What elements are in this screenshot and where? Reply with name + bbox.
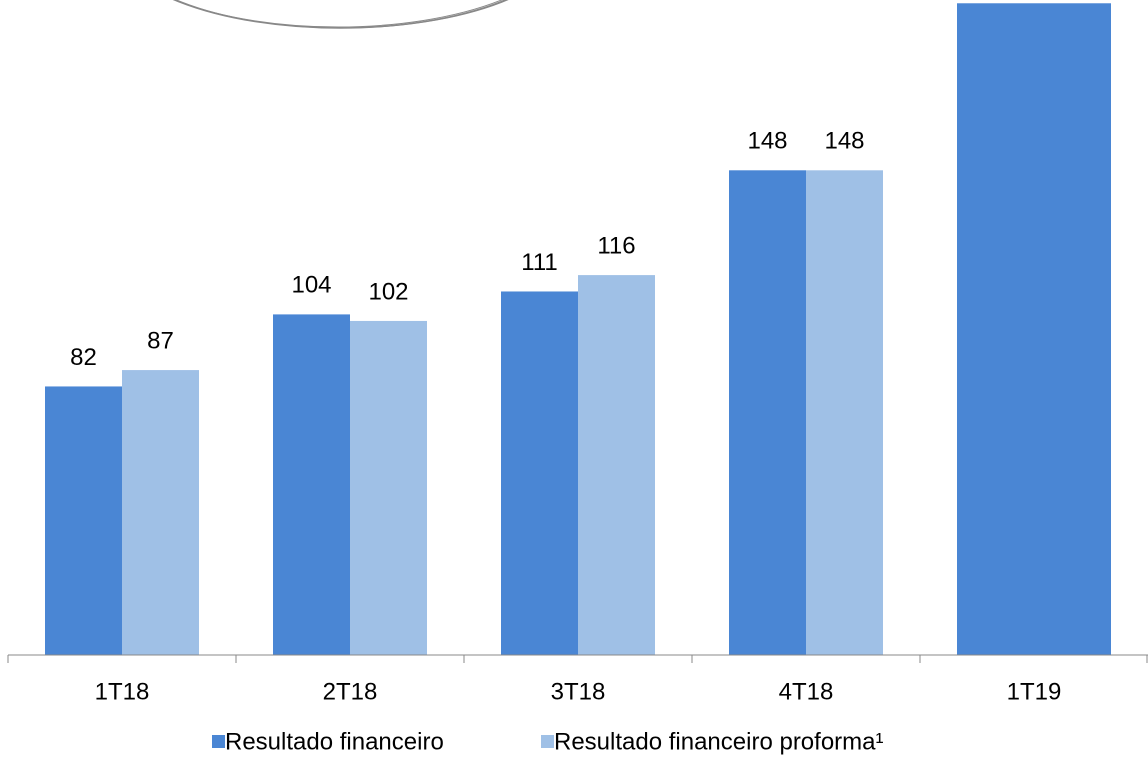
legend-swatch	[541, 735, 554, 748]
x-tick-label: 1T19	[1007, 678, 1062, 705]
x-tick-label: 3T18	[551, 678, 606, 705]
data-label: 82	[70, 344, 97, 371]
x-tick-label: 2T18	[323, 678, 378, 705]
bar	[501, 291, 578, 655]
x-tick-label: 4T18	[779, 678, 834, 705]
data-label: 116	[597, 232, 635, 259]
bar	[957, 3, 1111, 655]
data-label: 148	[747, 128, 787, 155]
bar	[45, 386, 122, 655]
legend-label: Resultado financeiro proforma¹	[554, 728, 884, 755]
decorative-oval	[172, 0, 509, 29]
data-label: 148	[824, 128, 864, 155]
bar	[578, 275, 655, 655]
bar	[350, 320, 427, 655]
data-label: 111	[521, 249, 557, 276]
data-label: 102	[368, 278, 408, 305]
legend-label: Resultado financeiro	[225, 728, 444, 755]
bar	[806, 170, 883, 656]
legend-swatch	[212, 735, 225, 748]
bar	[273, 314, 350, 655]
data-label: 87	[147, 327, 174, 354]
bar	[729, 170, 806, 656]
bar	[122, 370, 199, 655]
x-tick-label: 1T18	[95, 678, 150, 705]
data-label: 104	[291, 272, 331, 299]
